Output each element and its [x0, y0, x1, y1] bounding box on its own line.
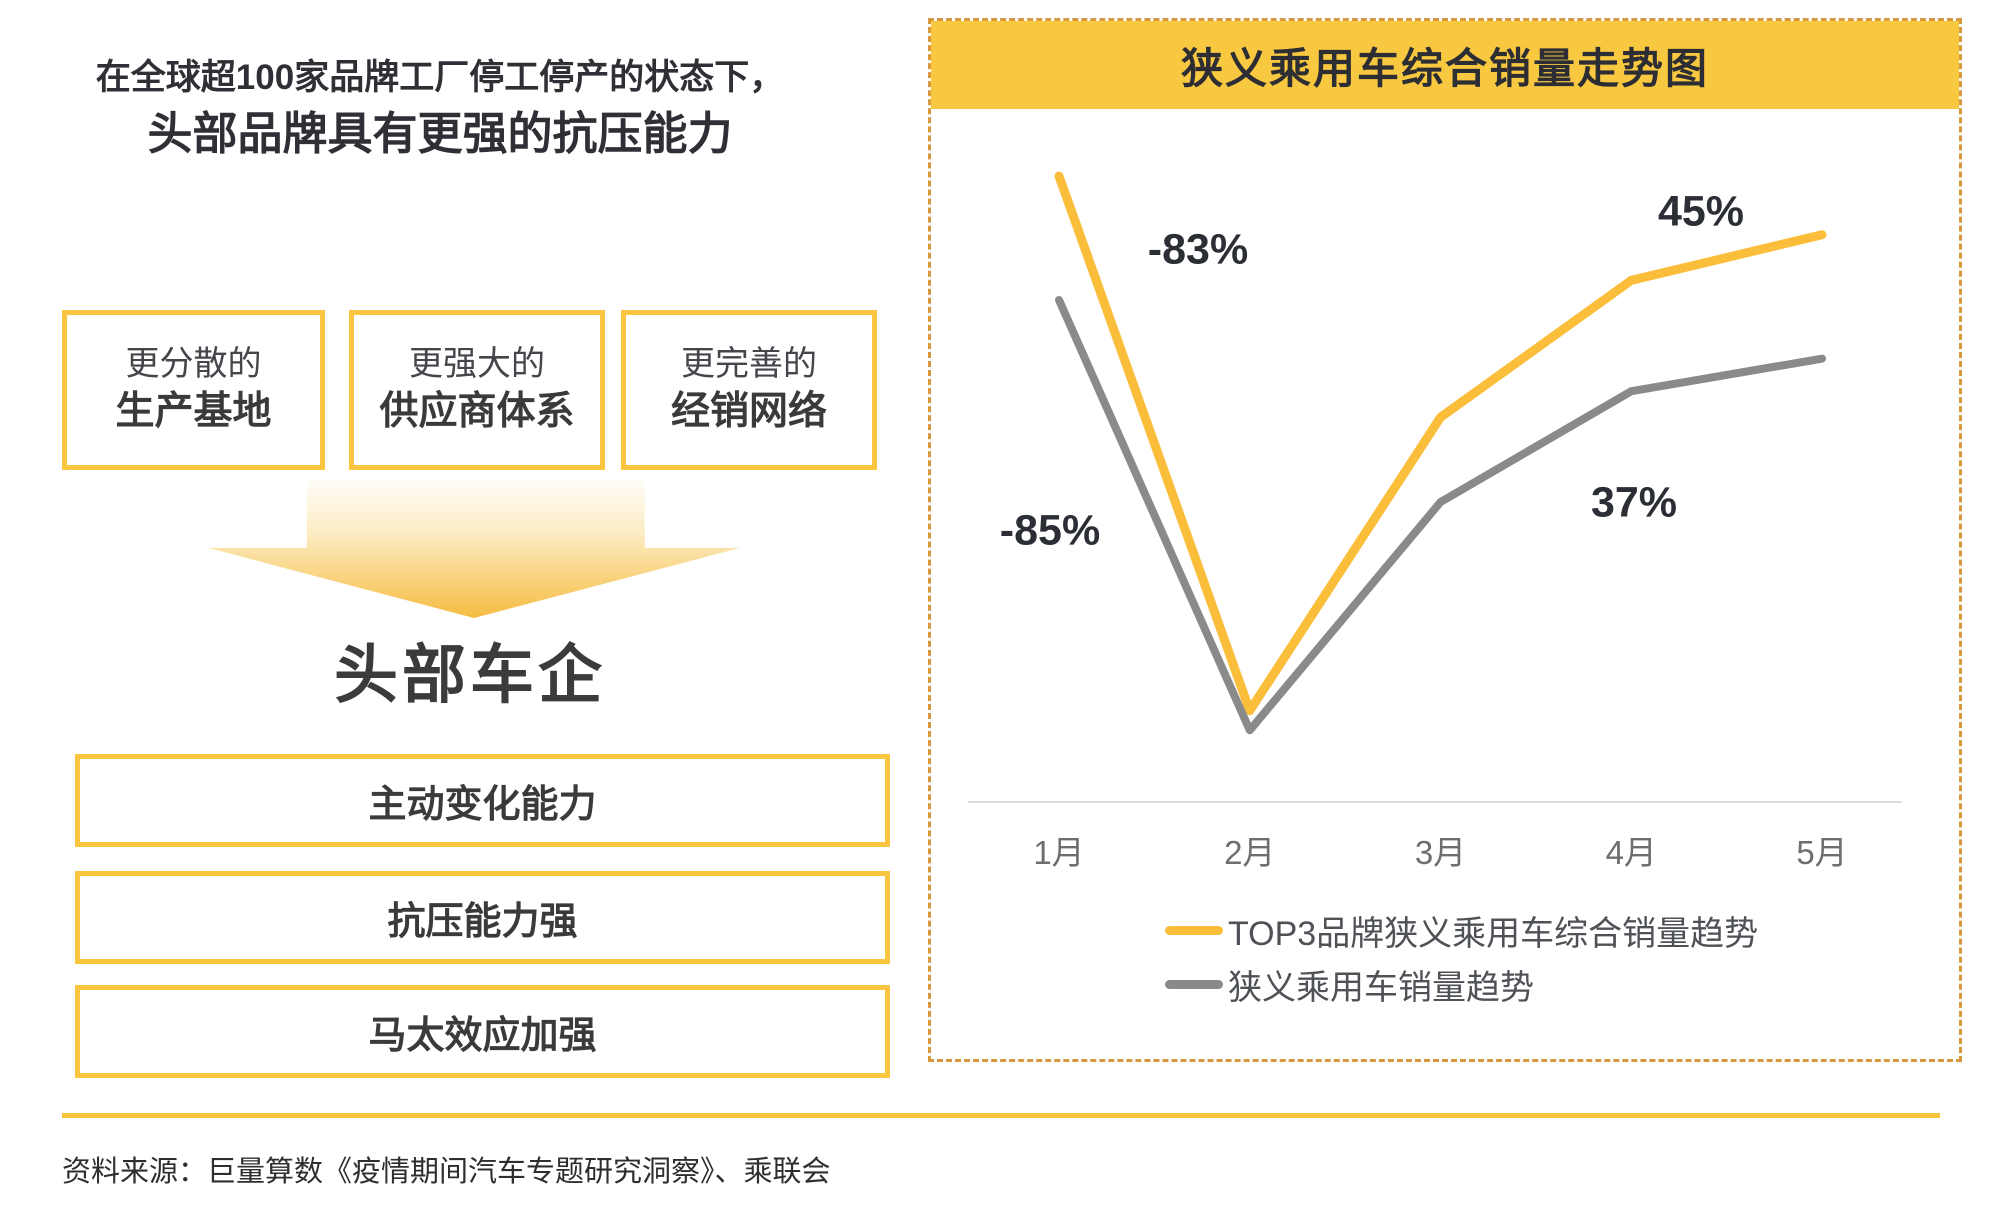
- source-note: 资料来源：巨量算数《疫情期间汽车专题研究洞察》、乘联会: [62, 1156, 831, 1188]
- x-tick-apr: 4月: [1605, 834, 1657, 871]
- annotation-37-percent: 37%: [1590, 478, 1678, 527]
- annotation-45-percent: 45%: [1657, 187, 1745, 236]
- result-box-pressure-resistance: 抗压能力强: [75, 871, 890, 964]
- factor-box-line1: 更完善的: [681, 344, 817, 383]
- chart-legend: TOP3品牌狭义乘用车综合销量趋势 狭义乘用车销量趋势: [1165, 910, 1758, 1007]
- legend-item-overall: 狭义乘用车销量趋势: [1165, 964, 1758, 1007]
- chart-title: 狭义乘用车综合销量走势图: [1180, 44, 1709, 92]
- result-box-proactive-change: 主动变化能力: [75, 754, 890, 847]
- legend-item-top3: TOP3品牌狭义乘用车综合销量趋势: [1165, 910, 1758, 953]
- footer-divider: [62, 1113, 1940, 1118]
- legend-swatch-yellow-line-icon: [1165, 925, 1223, 935]
- annotation-83-percent: -83%: [1147, 225, 1249, 274]
- factor-box-production-bases: 更分散的 生产基地: [62, 310, 325, 470]
- factor-box-line2: 生产基地: [115, 390, 272, 434]
- heading-line1: 在全球超100家品牌工厂停工停产的状态下，: [95, 58, 785, 97]
- factor-box-supplier-system: 更强大的 供应商体系: [349, 310, 605, 470]
- factor-box-line1: 更强大的: [409, 344, 545, 383]
- result-title: 头部车企: [334, 639, 606, 711]
- factor-box-line1: 更分散的: [125, 344, 262, 383]
- chart-title-banner: 狭义乘用车综合销量走势图: [931, 21, 1959, 109]
- result-box-matthew-effect: 马太效应加强: [75, 985, 890, 1078]
- page-title: 在全球超100家品牌工厂停工停产的状态下， 头部品牌具有更强的抗压能力: [0, 56, 880, 162]
- x-tick-may: 5月: [1796, 834, 1848, 871]
- down-arrow-icon: [208, 472, 740, 618]
- legend-label: 狭义乘用车销量趋势: [1228, 968, 1534, 1007]
- factor-box-line2: 供应商体系: [379, 390, 575, 434]
- factor-box-dealer-network: 更完善的 经销网络: [621, 310, 877, 470]
- heading-line2: 头部品牌具有更强的抗压能力: [147, 107, 733, 159]
- legend-label: TOP3品牌狭义乘用车综合销量趋势: [1228, 914, 1759, 953]
- annotation-85-percent: -85%: [999, 506, 1101, 555]
- factor-box-line2: 经销网络: [670, 390, 827, 434]
- legend-swatch-gray-line-icon: [1165, 979, 1223, 989]
- x-tick-jan: 1月: [1033, 834, 1085, 871]
- x-tick-mar: 3月: [1414, 834, 1467, 871]
- x-axis-line: [968, 801, 1902, 803]
- x-tick-feb: 2月: [1224, 834, 1276, 871]
